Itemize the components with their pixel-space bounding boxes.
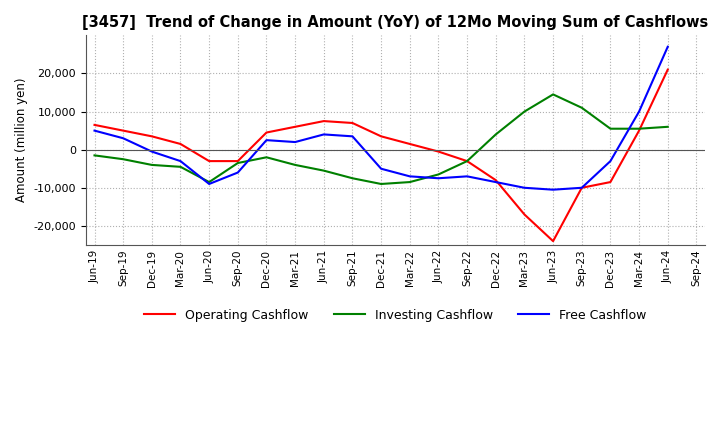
Investing Cashflow <box>663 124 672 129</box>
Free Cashflow <box>377 166 385 171</box>
Free Cashflow <box>262 138 271 143</box>
Operating Cashflow <box>148 134 156 139</box>
Free Cashflow <box>176 158 185 164</box>
Free Cashflow <box>233 170 242 175</box>
Line: Free Cashflow: Free Cashflow <box>94 47 667 190</box>
Operating Cashflow <box>291 124 300 129</box>
Y-axis label: Amount (million yen): Amount (million yen) <box>15 78 28 202</box>
Operating Cashflow <box>90 122 99 128</box>
Investing Cashflow <box>204 180 213 185</box>
Free Cashflow <box>492 180 500 185</box>
Operating Cashflow <box>606 180 615 185</box>
Free Cashflow <box>90 128 99 133</box>
Free Cashflow <box>520 185 528 191</box>
Investing Cashflow <box>320 168 328 173</box>
Free Cashflow <box>119 136 127 141</box>
Operating Cashflow <box>377 134 385 139</box>
Operating Cashflow <box>320 118 328 124</box>
Investing Cashflow <box>348 176 357 181</box>
Investing Cashflow <box>577 105 586 110</box>
Operating Cashflow <box>549 238 557 244</box>
Legend: Operating Cashflow, Investing Cashflow, Free Cashflow: Operating Cashflow, Investing Cashflow, … <box>139 304 652 327</box>
Operating Cashflow <box>348 121 357 126</box>
Operating Cashflow <box>204 158 213 164</box>
Line: Operating Cashflow: Operating Cashflow <box>94 70 667 241</box>
Investing Cashflow <box>635 126 644 132</box>
Operating Cashflow <box>119 128 127 133</box>
Investing Cashflow <box>119 157 127 162</box>
Investing Cashflow <box>463 158 472 164</box>
Line: Investing Cashflow: Investing Cashflow <box>94 95 667 184</box>
Operating Cashflow <box>492 177 500 183</box>
Investing Cashflow <box>291 162 300 168</box>
Free Cashflow <box>405 174 414 179</box>
Free Cashflow <box>434 176 443 181</box>
Free Cashflow <box>291 139 300 145</box>
Investing Cashflow <box>606 126 615 132</box>
Investing Cashflow <box>262 154 271 160</box>
Operating Cashflow <box>663 67 672 72</box>
Free Cashflow <box>148 149 156 154</box>
Free Cashflow <box>606 158 615 164</box>
Operating Cashflow <box>176 141 185 147</box>
Operating Cashflow <box>520 212 528 217</box>
Investing Cashflow <box>377 181 385 187</box>
Operating Cashflow <box>577 185 586 191</box>
Free Cashflow <box>204 181 213 187</box>
Operating Cashflow <box>635 128 644 133</box>
Free Cashflow <box>320 132 328 137</box>
Operating Cashflow <box>233 158 242 164</box>
Free Cashflow <box>463 174 472 179</box>
Investing Cashflow <box>233 160 242 165</box>
Title: [3457]  Trend of Change in Amount (YoY) of 12Mo Moving Sum of Cashflows: [3457] Trend of Change in Amount (YoY) o… <box>82 15 708 30</box>
Free Cashflow <box>577 185 586 191</box>
Free Cashflow <box>549 187 557 192</box>
Operating Cashflow <box>262 130 271 135</box>
Investing Cashflow <box>176 164 185 169</box>
Operating Cashflow <box>434 149 443 154</box>
Investing Cashflow <box>434 172 443 177</box>
Operating Cashflow <box>463 158 472 164</box>
Free Cashflow <box>663 44 672 49</box>
Investing Cashflow <box>148 162 156 168</box>
Operating Cashflow <box>405 141 414 147</box>
Free Cashflow <box>635 109 644 114</box>
Investing Cashflow <box>520 109 528 114</box>
Investing Cashflow <box>549 92 557 97</box>
Investing Cashflow <box>405 180 414 185</box>
Investing Cashflow <box>492 132 500 137</box>
Investing Cashflow <box>90 153 99 158</box>
Free Cashflow <box>348 134 357 139</box>
